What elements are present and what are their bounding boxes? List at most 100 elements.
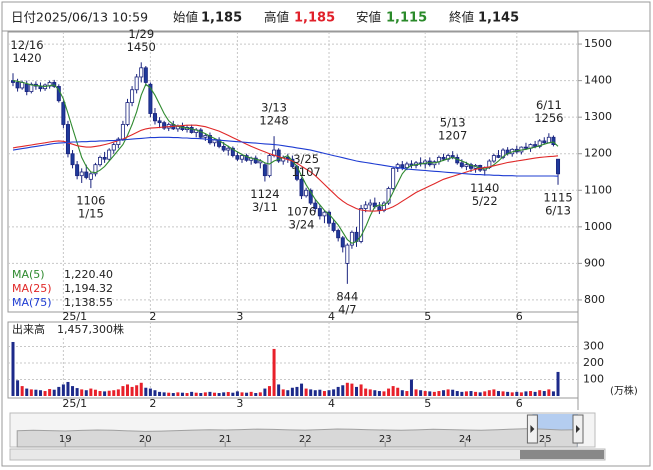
x-tick-label: 3	[236, 397, 243, 410]
volume-bar	[121, 386, 125, 396]
volume-bar	[43, 391, 47, 396]
x-tick-label: 25	[539, 434, 552, 445]
navigator-area	[16, 428, 578, 448]
volume-bar	[126, 384, 129, 396]
annotation-value: 1256	[534, 111, 563, 125]
volume-bar	[286, 390, 290, 396]
candle-body	[253, 157, 258, 164]
volume-bar	[483, 391, 487, 396]
volume-bar	[332, 389, 336, 396]
volume-bar	[442, 390, 446, 396]
candle-body	[84, 171, 89, 178]
volume-legend: 出来高	[12, 322, 45, 336]
candle-body	[322, 211, 327, 217]
candle-body	[262, 164, 267, 177]
volume-bar	[240, 392, 244, 396]
volume-bar	[190, 391, 194, 396]
volume-bar	[180, 392, 184, 396]
candle-body	[299, 178, 304, 197]
annotation-value: 1076	[287, 205, 316, 219]
volume-bar	[98, 391, 102, 396]
annotation-date: 1/15	[78, 207, 104, 221]
volume-bar	[345, 382, 349, 396]
candle-body	[134, 76, 139, 91]
low-label: 安値	[356, 10, 381, 25]
y-tick-label: 1400	[584, 74, 612, 87]
volume-bar	[419, 390, 423, 396]
volume-legend-value: 1,457,300株	[57, 322, 124, 336]
date: 2025/06/13 10:59	[36, 10, 148, 25]
volume-bar	[245, 392, 249, 396]
volume-bar	[519, 392, 523, 396]
volume-bar	[107, 390, 111, 396]
volume-bar	[25, 388, 29, 396]
annotation-value: 844	[336, 289, 358, 303]
volume-bar	[368, 389, 372, 396]
candle-body	[258, 160, 263, 164]
candle-body	[313, 202, 318, 209]
candle-body	[111, 144, 116, 151]
volume-bar	[414, 389, 418, 396]
volume-bar	[130, 386, 134, 396]
legend-value: 1,138.55	[64, 296, 113, 309]
x-tick-label: 24	[459, 434, 472, 445]
annotation-value: 1140	[470, 181, 499, 195]
moving-average-line	[12, 136, 559, 177]
volume-bar	[254, 393, 258, 396]
date-label: 日付	[11, 10, 36, 25]
scrollbar[interactable]	[9, 448, 606, 461]
y-tick-label: 100	[583, 372, 604, 385]
candle-body	[317, 208, 322, 217]
candle-body	[152, 113, 157, 122]
scroll-thumb[interactable]	[520, 450, 604, 459]
volume-bar	[432, 391, 436, 396]
volume-bar	[455, 391, 459, 396]
candle-body	[120, 124, 125, 140]
volume-bar	[258, 392, 262, 396]
volume-bar	[460, 391, 464, 396]
y-tick-label: 800	[584, 293, 605, 306]
legend-name: MA(25)	[12, 282, 52, 295]
candle-body	[20, 82, 25, 89]
volume-bar	[235, 391, 239, 396]
volume-bar	[501, 391, 505, 396]
volume-bar	[199, 393, 203, 396]
legend-value: 1,220.40	[64, 268, 113, 281]
y-tick-label: 1100	[584, 183, 612, 196]
candle-body	[308, 189, 313, 204]
volume-bar	[148, 388, 152, 396]
volume-bar	[213, 392, 217, 396]
candle-body	[395, 164, 400, 169]
legend-name: MA(5)	[12, 268, 45, 281]
candle-body	[340, 237, 345, 248]
candle-body	[29, 83, 34, 92]
volume-bar	[391, 386, 395, 396]
volume-bar	[80, 389, 84, 396]
legend-value: 1,194.32	[64, 282, 113, 295]
volume-bar	[112, 390, 116, 396]
y-tick-label: 1200	[584, 147, 612, 160]
candle-body	[148, 83, 153, 114]
candle-body	[116, 138, 121, 145]
volume-bar	[364, 388, 368, 396]
x-tick-label: 2	[149, 310, 156, 323]
candle-body	[235, 155, 240, 160]
volume-bar	[396, 387, 400, 396]
open: 1,185	[201, 11, 242, 26]
candle-body	[24, 83, 29, 92]
volume-bar	[478, 392, 482, 396]
annotation-date: 5/13	[440, 116, 466, 130]
volume-bar	[84, 390, 88, 396]
candle-body	[523, 146, 528, 149]
volume-bar	[355, 386, 358, 396]
volume-bar	[400, 390, 404, 396]
candle-body	[363, 204, 368, 209]
volume-bar	[469, 391, 473, 396]
volume-bar	[144, 387, 148, 396]
volume-bar	[263, 388, 267, 396]
x-tick-label: 6	[516, 310, 523, 323]
volume-bar	[409, 379, 413, 396]
candle-body	[239, 155, 244, 160]
volume-bar	[359, 384, 363, 396]
annotation-date: 12/16	[10, 38, 43, 52]
